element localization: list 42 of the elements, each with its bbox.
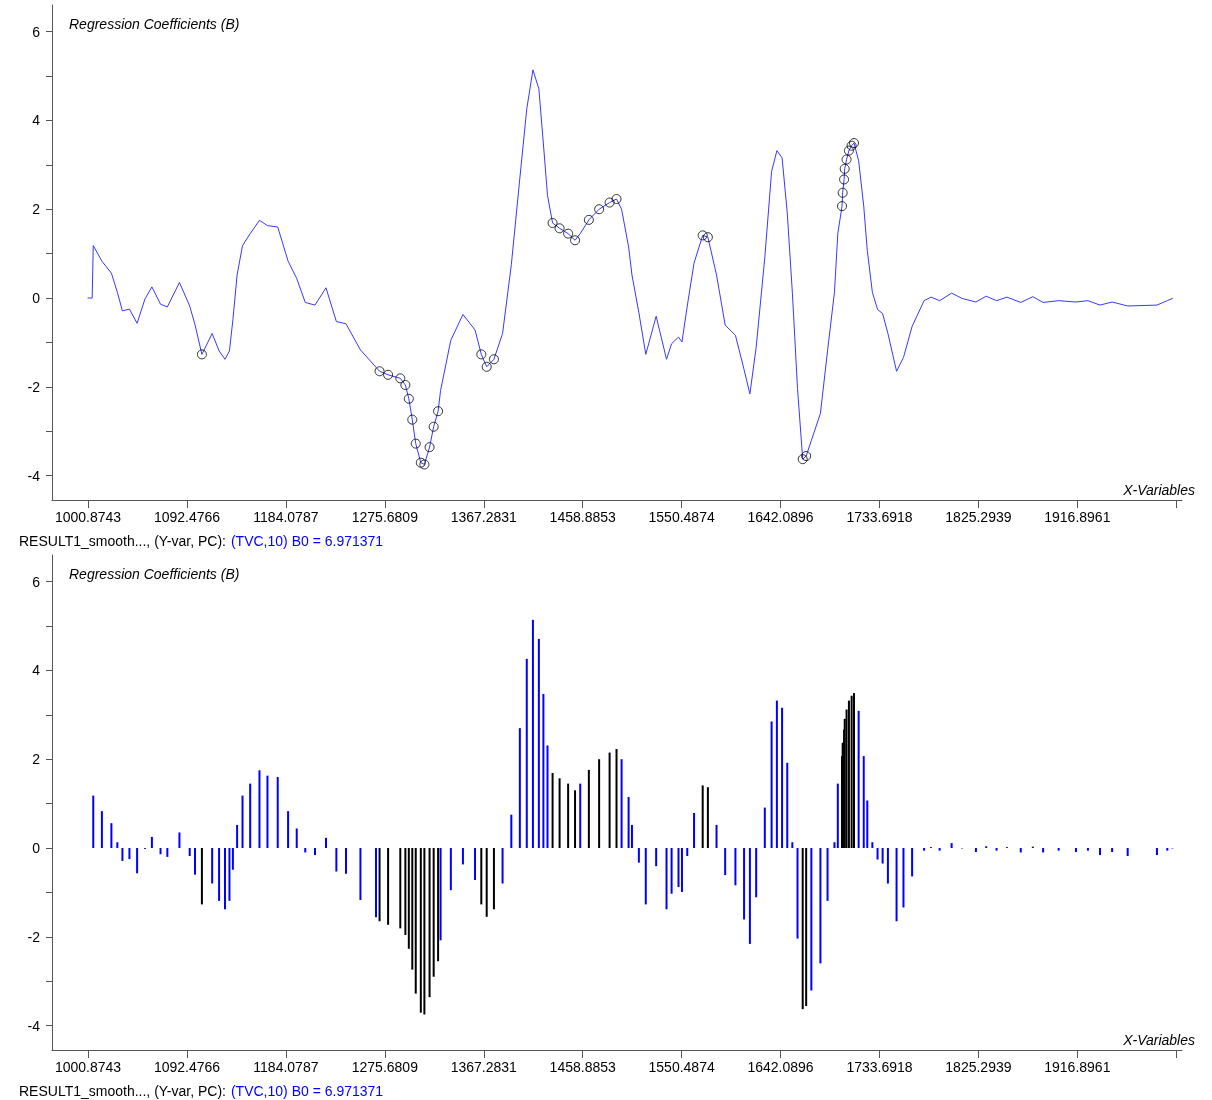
text: Regression Coefficients (B) bbox=[69, 16, 240, 32]
text: RESULT1_smooth..., (Y-var, PC): bbox=[19, 533, 226, 549]
x-tick-label: 1184.0787 bbox=[253, 509, 319, 525]
x-tick-label: 1000.8743 bbox=[54, 509, 122, 525]
y-tick-label: -4 bbox=[27, 1017, 41, 1034]
x-tick-label: 1092.4766 bbox=[153, 1059, 221, 1075]
y-tick-label: 4 bbox=[32, 662, 41, 679]
text: Regression Coefficients (B) bbox=[69, 566, 240, 582]
y-tick-label: 2 bbox=[32, 751, 41, 768]
x-tick-label: 1550.4874 bbox=[648, 1059, 715, 1075]
y-tick-label: 4 bbox=[32, 112, 41, 129]
x-tick-label: 1825.2939 bbox=[945, 1059, 1012, 1075]
x-tick-label: 1275.6809 bbox=[351, 509, 419, 525]
y-tick-label: 2 bbox=[32, 201, 41, 218]
x-tick-label: 1458.8853 bbox=[549, 509, 616, 525]
x-tick-label: 1367.2831 bbox=[450, 1059, 518, 1075]
y-tick-label: -4 bbox=[27, 467, 41, 484]
y-tick-label: -2 bbox=[27, 378, 41, 395]
text: RESULT1_smooth..., (Y-var, PC): bbox=[19, 1083, 226, 1099]
x-tick-label: 1367.2831 bbox=[450, 509, 518, 525]
x-tick-label: 1642.0896 bbox=[747, 509, 814, 525]
x-tick-label: 1733.6918 bbox=[846, 1059, 913, 1075]
y-tick-label: 6 bbox=[32, 23, 41, 40]
y-tick-label: 0 bbox=[32, 840, 41, 856]
x-tick-label: 1000.8743 bbox=[54, 1059, 122, 1075]
text: (TVC,10) B0 = 6.971371 bbox=[230, 1083, 384, 1099]
text: (TVC,10) B0 = 6.971371 bbox=[230, 533, 384, 549]
x-tick-label: 1733.6918 bbox=[846, 509, 913, 525]
x-tick-label: 1184.0787 bbox=[253, 1059, 319, 1075]
y-tick-label: 0 bbox=[32, 290, 41, 306]
x-tick-label: 1458.8853 bbox=[549, 1059, 616, 1075]
x-tick-label: 1825.2939 bbox=[945, 509, 1012, 525]
y-tick-label: -2 bbox=[27, 928, 41, 945]
x-tick-label: 1916.8961 bbox=[1044, 509, 1111, 525]
x-tick-label: 1550.4874 bbox=[648, 509, 715, 525]
x-axis-title: X-Variables bbox=[1122, 1032, 1196, 1048]
y-tick-label: 6 bbox=[32, 573, 41, 590]
x-tick-label: 1275.6809 bbox=[351, 1059, 419, 1075]
x-axis-title: X-Variables bbox=[1122, 482, 1196, 498]
x-tick-label: 1642.0896 bbox=[747, 1059, 814, 1075]
x-tick-label: 1092.4766 bbox=[153, 509, 221, 525]
x-tick-label: 1916.8961 bbox=[1044, 1059, 1111, 1075]
